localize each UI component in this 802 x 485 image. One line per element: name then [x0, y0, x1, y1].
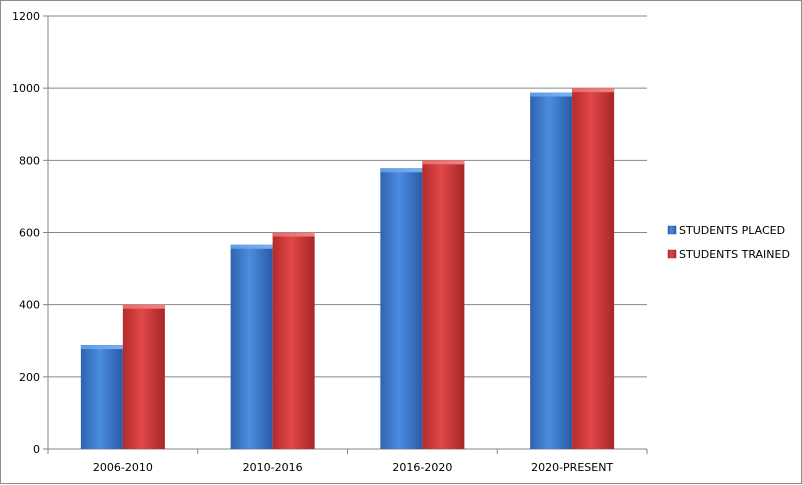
- bar-body: [80, 345, 123, 449]
- bar-top: [80, 345, 123, 350]
- y-tick-label: 200: [19, 371, 40, 384]
- bar-body: [230, 244, 273, 449]
- bar-top: [530, 92, 573, 97]
- bar-body: [380, 168, 423, 449]
- legend-swatch: [667, 225, 677, 235]
- bar-students-placed: [80, 345, 123, 449]
- legend-label: STUDENTS TRAINED: [679, 248, 790, 261]
- bar-students-placed: [530, 92, 573, 449]
- bar-body: [530, 92, 573, 449]
- x-axis-tick-labels: 2006-2010 2010-2016 2016-2020 2020-PRESENT: [93, 461, 614, 474]
- bar-students-trained: [272, 232, 315, 449]
- bar-students-placed: [380, 168, 423, 449]
- bars: [80, 88, 615, 450]
- bar-body: [422, 160, 465, 450]
- y-axis-tick-labels: 0 200 400 600 800 1000 1200: [12, 10, 40, 456]
- bar-top: [422, 160, 465, 165]
- x-tick-label: 2020-PRESENT: [531, 461, 613, 474]
- bar-top: [122, 304, 165, 309]
- legend-swatch: [667, 249, 677, 259]
- y-tick-label: 600: [19, 227, 40, 240]
- legend: STUDENTS PLACED STUDENTS TRAINED: [667, 224, 790, 261]
- bar-body: [122, 304, 165, 449]
- legend-label: STUDENTS PLACED: [679, 224, 785, 237]
- legend-item: STUDENTS PLACED: [667, 224, 785, 237]
- x-tick-label: 2010-2016: [243, 461, 303, 474]
- bar-top: [380, 168, 423, 173]
- bar-body: [572, 88, 615, 450]
- x-tick-label: 2016-2020: [392, 461, 452, 474]
- legend-item: STUDENTS TRAINED: [667, 248, 790, 261]
- y-tick-label: 800: [19, 154, 40, 167]
- bar-students-trained: [122, 304, 165, 449]
- bar-students-trained: [422, 160, 465, 450]
- bar-students-trained: [572, 88, 615, 450]
- y-tick-label: 400: [19, 299, 40, 312]
- bar-students-placed: [230, 244, 273, 449]
- x-tick-label: 2006-2010: [93, 461, 153, 474]
- y-tick-label: 0: [33, 443, 40, 456]
- bar-body: [272, 232, 315, 449]
- y-tick-label: 1000: [12, 82, 40, 95]
- bar-top: [230, 244, 273, 249]
- y-tick-label: 1200: [12, 10, 40, 23]
- bar-top: [572, 88, 615, 93]
- bar-top: [272, 232, 315, 237]
